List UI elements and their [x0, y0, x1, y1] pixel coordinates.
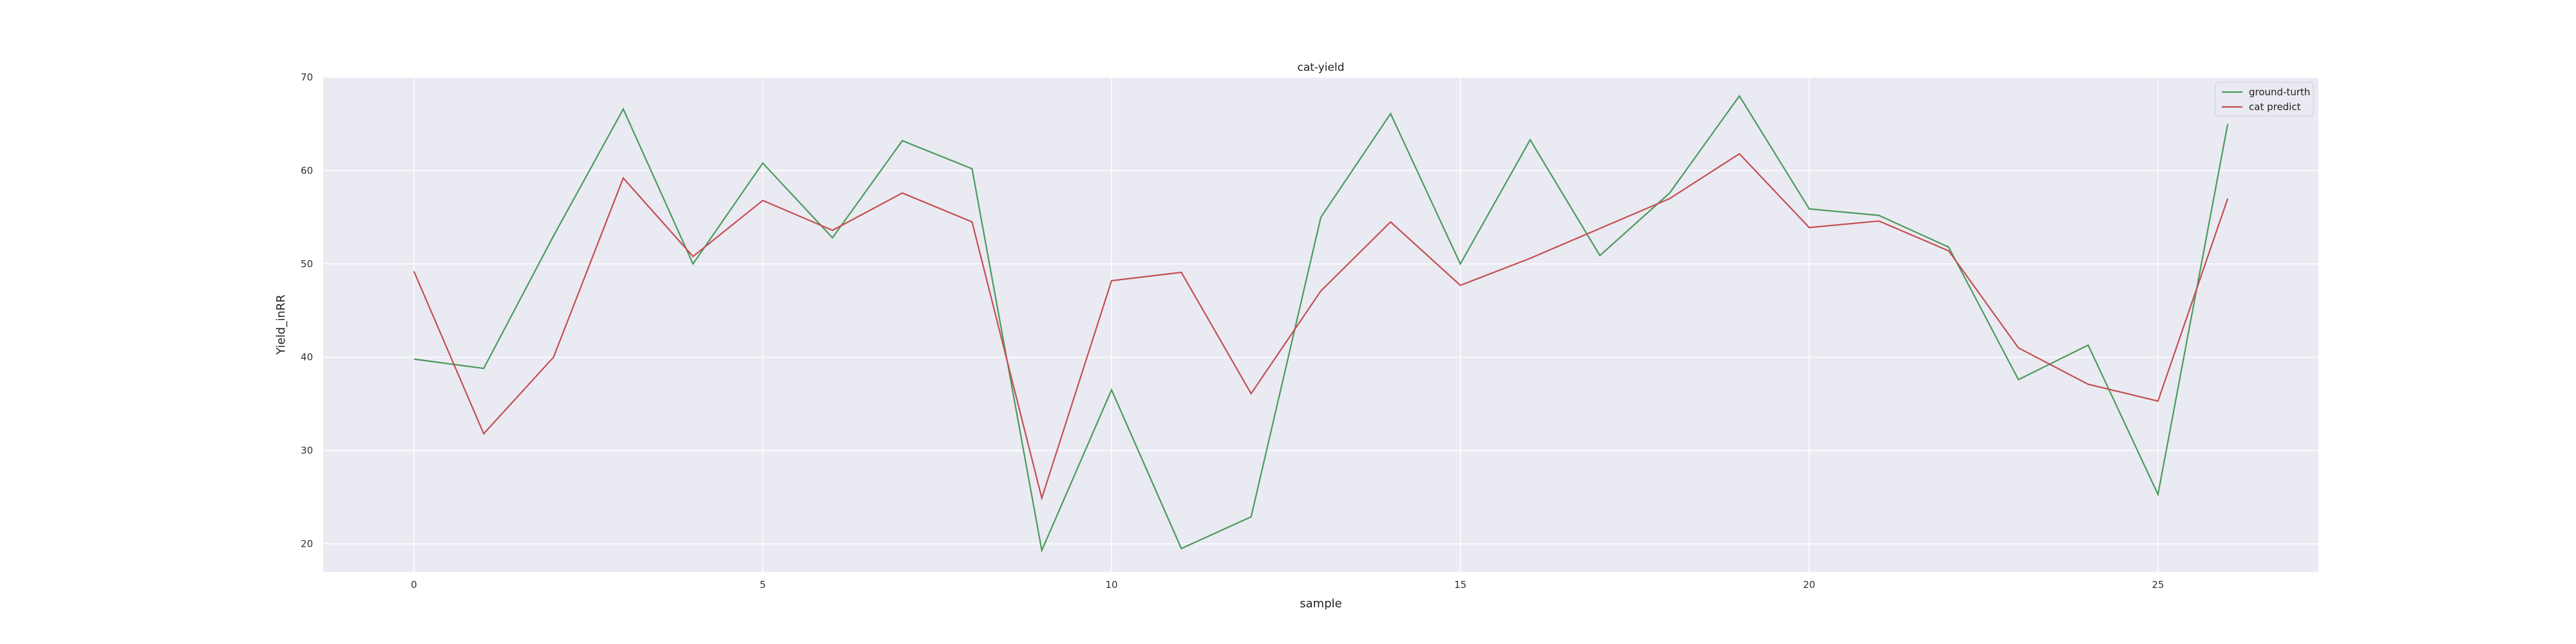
legend-label: cat predict	[2249, 101, 2301, 113]
series-layer	[413, 95, 2229, 553]
x-tick-label: 20	[1803, 579, 1815, 591]
ticks: 0 5 10 15 20 25 20 30 40 50 60 70	[301, 71, 2164, 591]
x-axis-label: sample	[1300, 597, 1341, 611]
legend: ground-turth cat predict	[2215, 82, 2314, 117]
legend-label: ground-turth	[2249, 86, 2310, 98]
series-line-ground-turth	[413, 95, 2229, 553]
x-tick-label: 5	[760, 579, 766, 591]
x-tick-label: 25	[2152, 579, 2164, 591]
series-line-cat-predict	[413, 153, 2229, 501]
grid	[323, 77, 2318, 572]
y-axis-label: Yield_inRR	[274, 294, 288, 355]
x-tick-label: 0	[411, 579, 417, 591]
y-tick-label: 50	[301, 258, 313, 270]
y-tick-label: 20	[301, 538, 313, 550]
y-tick-label: 60	[301, 165, 313, 176]
x-tick-label: 10	[1105, 579, 1117, 591]
y-tick-label: 70	[301, 71, 313, 83]
y-tick-label: 40	[301, 352, 313, 363]
y-tick-label: 30	[301, 445, 313, 457]
plot-area	[323, 77, 2318, 572]
x-tick-label: 15	[1454, 579, 1466, 591]
chart-title: cat-yield	[1297, 61, 1344, 74]
